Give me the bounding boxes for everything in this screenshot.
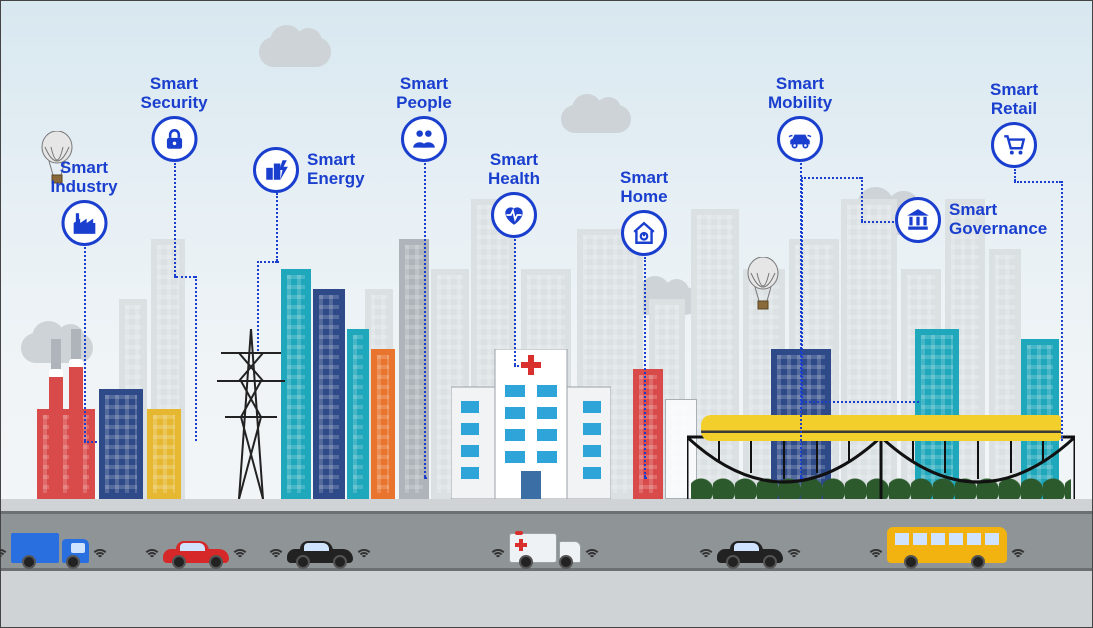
hospital-building xyxy=(451,349,611,499)
car-icon xyxy=(777,116,823,162)
connector xyxy=(644,257,646,477)
smart-node-health: Smart Health xyxy=(488,151,540,238)
vehicle-car xyxy=(717,539,783,563)
power-pylon xyxy=(211,329,291,499)
smart-node-label: Smart People xyxy=(396,75,452,112)
ground xyxy=(1,499,1092,627)
cloud xyxy=(259,37,331,67)
connector xyxy=(801,401,919,403)
smart-node-label: Smart Mobility xyxy=(768,75,832,112)
vehicle-car xyxy=(287,539,353,563)
vehicle-car xyxy=(163,539,229,563)
connector xyxy=(1014,169,1016,181)
connector xyxy=(1017,181,1061,183)
smart-node-label: Smart Industry xyxy=(51,159,118,196)
connector xyxy=(195,276,197,441)
factory-icon xyxy=(61,200,107,246)
connector xyxy=(861,177,863,221)
smart-node-label: Smart Home xyxy=(620,169,668,206)
vehicle-bus xyxy=(887,527,1007,563)
connector xyxy=(801,177,803,401)
energy-icon xyxy=(253,147,299,193)
vehicle-ambulance xyxy=(509,529,581,563)
smart-node-governance: Smart Governance xyxy=(895,197,1047,243)
smart-node-mobility: Smart Mobility xyxy=(768,75,832,162)
smart-node-home: Smart Home xyxy=(620,169,668,256)
bank-icon xyxy=(895,197,941,243)
connector xyxy=(801,177,861,179)
smart-node-industry: Smart Industry xyxy=(51,159,118,246)
vehicle-truck xyxy=(11,525,89,563)
connector xyxy=(276,193,278,261)
people-icon xyxy=(401,116,447,162)
connector xyxy=(514,365,517,367)
connector xyxy=(424,163,426,477)
connector xyxy=(257,261,277,263)
smart-node-label: Smart Retail xyxy=(990,81,1038,118)
connector xyxy=(84,441,97,443)
cart-icon xyxy=(991,122,1037,168)
cloud xyxy=(561,105,631,133)
smart-node-label: Smart Governance xyxy=(949,201,1047,238)
smart-city-scene: Smart Industry Smart Security Smart Energy… xyxy=(1,1,1092,627)
connector xyxy=(1061,181,1063,441)
connector xyxy=(514,239,516,365)
smart-node-security: Smart Security xyxy=(141,75,208,162)
smart-node-retail: Smart Retail xyxy=(990,81,1038,168)
smart-node-label: Smart Energy xyxy=(307,151,365,188)
connector xyxy=(174,163,176,276)
connector xyxy=(800,477,801,479)
connector xyxy=(257,261,259,351)
connector xyxy=(84,247,86,441)
smart-node-people: Smart People xyxy=(396,75,452,162)
smart-node-label: Smart Security xyxy=(141,75,208,112)
hot-air-balloon xyxy=(745,257,781,318)
home-icon xyxy=(621,210,667,256)
train xyxy=(701,415,1061,441)
connector xyxy=(424,477,425,479)
smart-node-energy: Smart Energy xyxy=(253,147,365,193)
heart-icon xyxy=(491,192,537,238)
lock-icon xyxy=(151,116,197,162)
connector xyxy=(644,477,645,479)
connector xyxy=(176,276,195,278)
smart-node-label: Smart Health xyxy=(488,151,540,188)
